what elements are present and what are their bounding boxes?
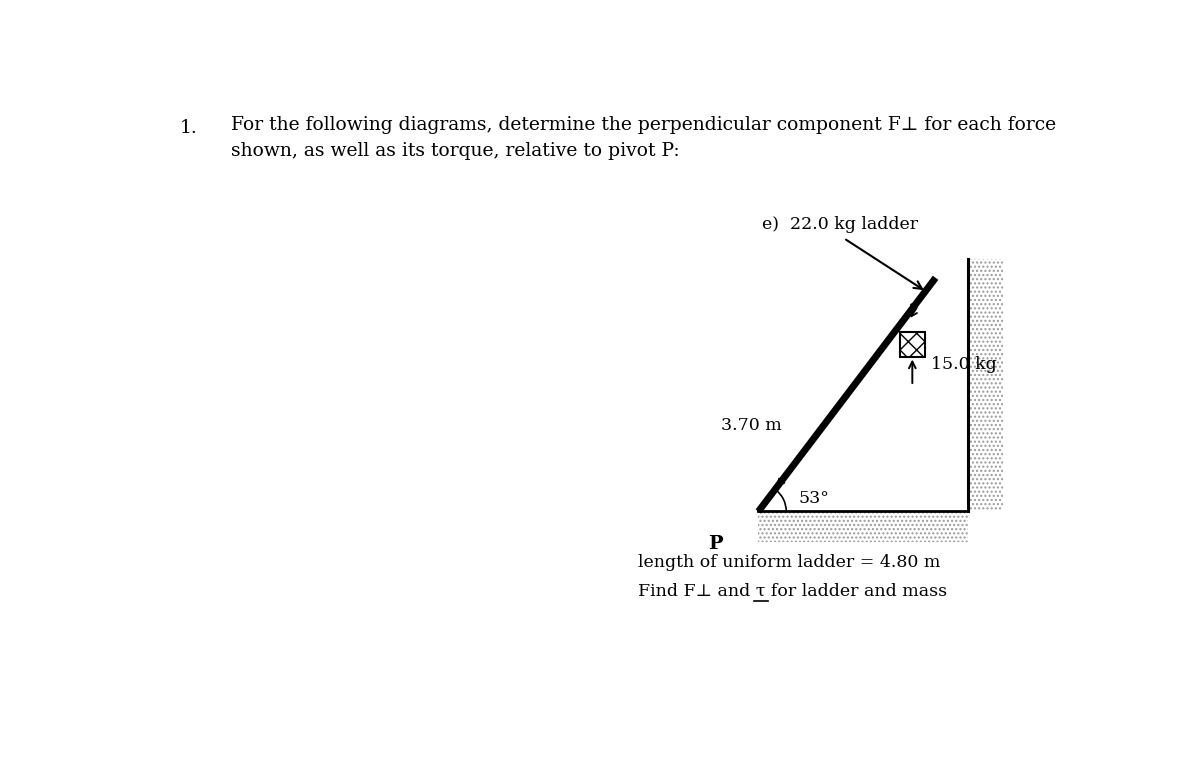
Text: 3.70 m: 3.70 m <box>720 416 781 433</box>
Text: For the following diagrams, determine the perpendicular component F⊥ for each fo: For the following diagrams, determine th… <box>232 117 1056 135</box>
Bar <box>758 511 967 542</box>
Text: P: P <box>708 534 724 552</box>
Bar <box>900 332 925 356</box>
Text: 15.0 kg: 15.0 kg <box>931 356 997 373</box>
Text: e)  22.0 kg ladder: e) 22.0 kg ladder <box>762 216 918 233</box>
Text: 53°: 53° <box>799 490 829 506</box>
Text: length of uniform ladder = 4.80 m: length of uniform ladder = 4.80 m <box>638 554 941 571</box>
Bar <box>967 258 1002 511</box>
Text: shown, as well as its torque, relative to pivot P:: shown, as well as its torque, relative t… <box>232 142 680 159</box>
Text: 1.: 1. <box>180 119 197 137</box>
Text: Find F⊥ and τ for ladder and mass: Find F⊥ and τ for ladder and mass <box>638 582 947 599</box>
